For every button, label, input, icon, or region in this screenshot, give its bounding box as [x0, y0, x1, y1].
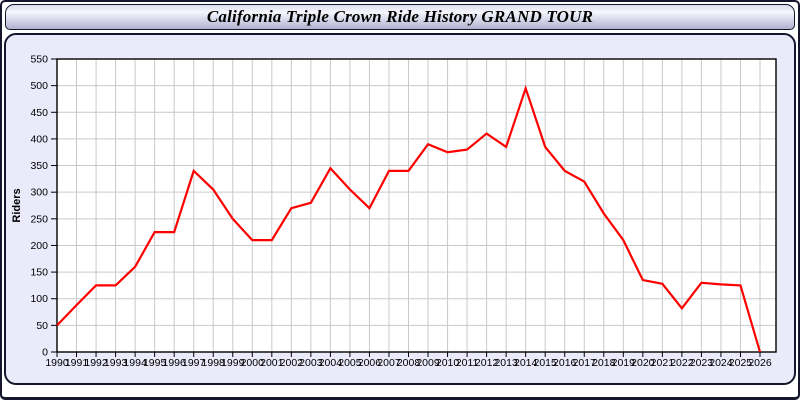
x-axis-tick-label: 1996: [162, 357, 186, 369]
x-axis-tick-label: 1991: [65, 357, 89, 369]
x-axis-tick-label: 2022: [670, 357, 694, 369]
y-axis-tick-label: 0: [42, 347, 48, 359]
x-axis-tick-label: 2023: [690, 357, 714, 369]
y-axis-tick-label: 350: [30, 160, 48, 172]
x-axis-tick-label: 2008: [397, 357, 421, 369]
chart-title: California Triple Crown Ride History GRA…: [206, 7, 594, 26]
y-axis-tick-label: 550: [30, 54, 48, 66]
x-axis-tick-label: 2013: [494, 357, 518, 369]
x-axis-tick-label: 2004: [319, 357, 343, 369]
x-axis-tick-label: 2016: [553, 357, 577, 369]
x-axis-tick-label: 1994: [123, 357, 147, 369]
x-axis-tick-label: 2001: [260, 357, 284, 369]
y-axis-tick-label: 400: [30, 133, 48, 145]
x-axis-tick-label: 1999: [221, 357, 245, 369]
ride-history-line: [56, 84, 762, 353]
x-axis-tick-label: 1995: [143, 357, 167, 369]
x-axis-tick-label: 2005: [338, 357, 362, 369]
plot-border: [56, 58, 777, 353]
x-axis-tick-label: 1992: [84, 357, 108, 369]
x-axis-tick-label: 2000: [241, 357, 265, 369]
y-axis-tick-label: 300: [30, 187, 48, 199]
x-axis-tick-label: 2024: [709, 357, 733, 369]
x-axis-tick-label: 1998: [202, 357, 226, 369]
x-axis-tick-label: 2014: [514, 357, 538, 369]
x-axis-tick-label: 1993: [104, 357, 128, 369]
x-axis-tick-label: 1990: [45, 357, 69, 369]
plot-area: [57, 59, 776, 352]
x-axis-tick-label: 2010: [436, 357, 460, 369]
y-axis-tick-label: 50: [36, 320, 48, 332]
y-axis-title: Riders: [11, 188, 23, 222]
x-axis-tick-label: 2019: [612, 357, 636, 369]
x-axis-tick-label: 2018: [592, 357, 616, 369]
x-axis-tick-label: 2026: [748, 357, 772, 369]
x-axis-tick-label: 2006: [358, 357, 382, 369]
x-axis-tick-label: 2009: [416, 357, 440, 369]
y-axis-tick-label: 250: [30, 213, 48, 225]
x-axis-tick-label: 2003: [299, 357, 323, 369]
y-axis-tick-label: 500: [30, 80, 48, 92]
x-axis-tick-label: 2002: [280, 357, 304, 369]
x-axis-tick-label: 2021: [651, 357, 675, 369]
x-axis-tick-label: 2025: [729, 357, 753, 369]
title-bar: California Triple Crown Ride History GRA…: [5, 4, 795, 30]
y-axis-tick-label: 200: [30, 240, 48, 252]
y-axis-tick-label: 150: [30, 267, 48, 279]
x-axis-tick-label: 2020: [631, 357, 655, 369]
x-axis-tick-label: 2007: [377, 357, 401, 369]
x-axis-tick-label: 2011: [456, 357, 479, 369]
x-axis-tick-label: 2017: [573, 357, 597, 369]
y-axis-tick-label: 450: [30, 107, 48, 119]
x-axis-tick-label: 1997: [182, 357, 206, 369]
y-axis-tick-label: 100: [30, 293, 48, 305]
x-axis-tick-label: 2012: [475, 357, 499, 369]
x-axis-tick-label: 2015: [534, 357, 558, 369]
